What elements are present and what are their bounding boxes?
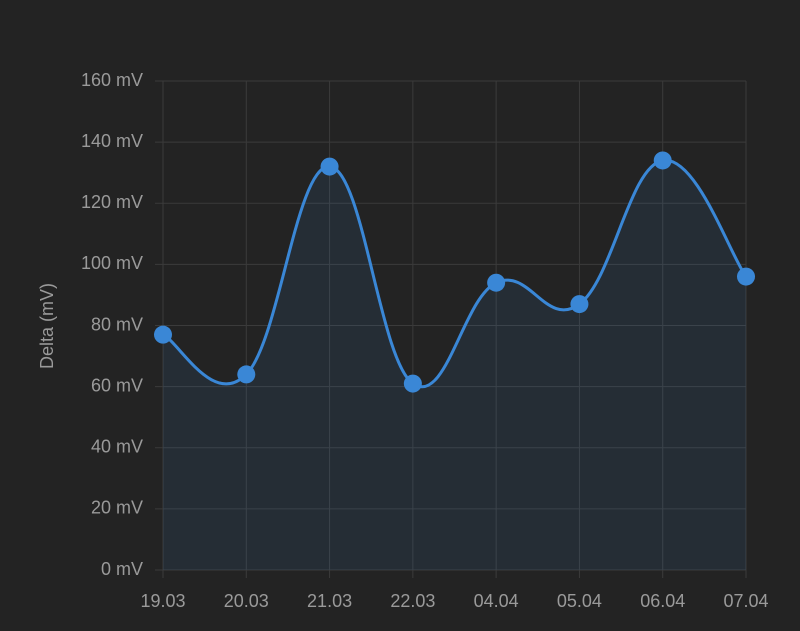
x-tick-label: 05.04 <box>557 591 602 611</box>
point <box>403 374 422 393</box>
y-tick-label: 120 mV <box>81 192 143 212</box>
y-tick-label: 160 mV <box>81 70 143 90</box>
y-tick-label: 0 mV <box>101 559 143 579</box>
point <box>154 325 172 344</box>
area <box>163 160 746 571</box>
point <box>237 365 256 384</box>
y-tick-label: 40 mV <box>91 437 143 457</box>
x-tick-label: 04.04 <box>474 591 519 611</box>
x-tick-label: 07.04 <box>723 591 768 611</box>
y-tick-label: 80 mV <box>91 314 143 334</box>
y-tick-label: 20 mV <box>91 498 143 518</box>
y-axis-title: Delta (mV) <box>37 283 57 369</box>
point <box>320 157 339 176</box>
y-tick-label: 60 mV <box>91 375 143 395</box>
x-tick-label: 19.03 <box>140 591 185 611</box>
y-tick-label: 140 mV <box>81 131 143 151</box>
point <box>653 151 672 170</box>
y-tick-label: 100 mV <box>81 253 143 273</box>
line <box>162 158 748 389</box>
point <box>487 273 506 292</box>
x-tick-label: 06.04 <box>640 591 685 611</box>
x-tick-label: 21.03 <box>307 591 352 611</box>
x-tick-label: 20.03 <box>224 591 269 611</box>
x-tick-label: 22.03 <box>390 591 435 611</box>
point <box>570 295 589 314</box>
point <box>737 267 755 286</box>
